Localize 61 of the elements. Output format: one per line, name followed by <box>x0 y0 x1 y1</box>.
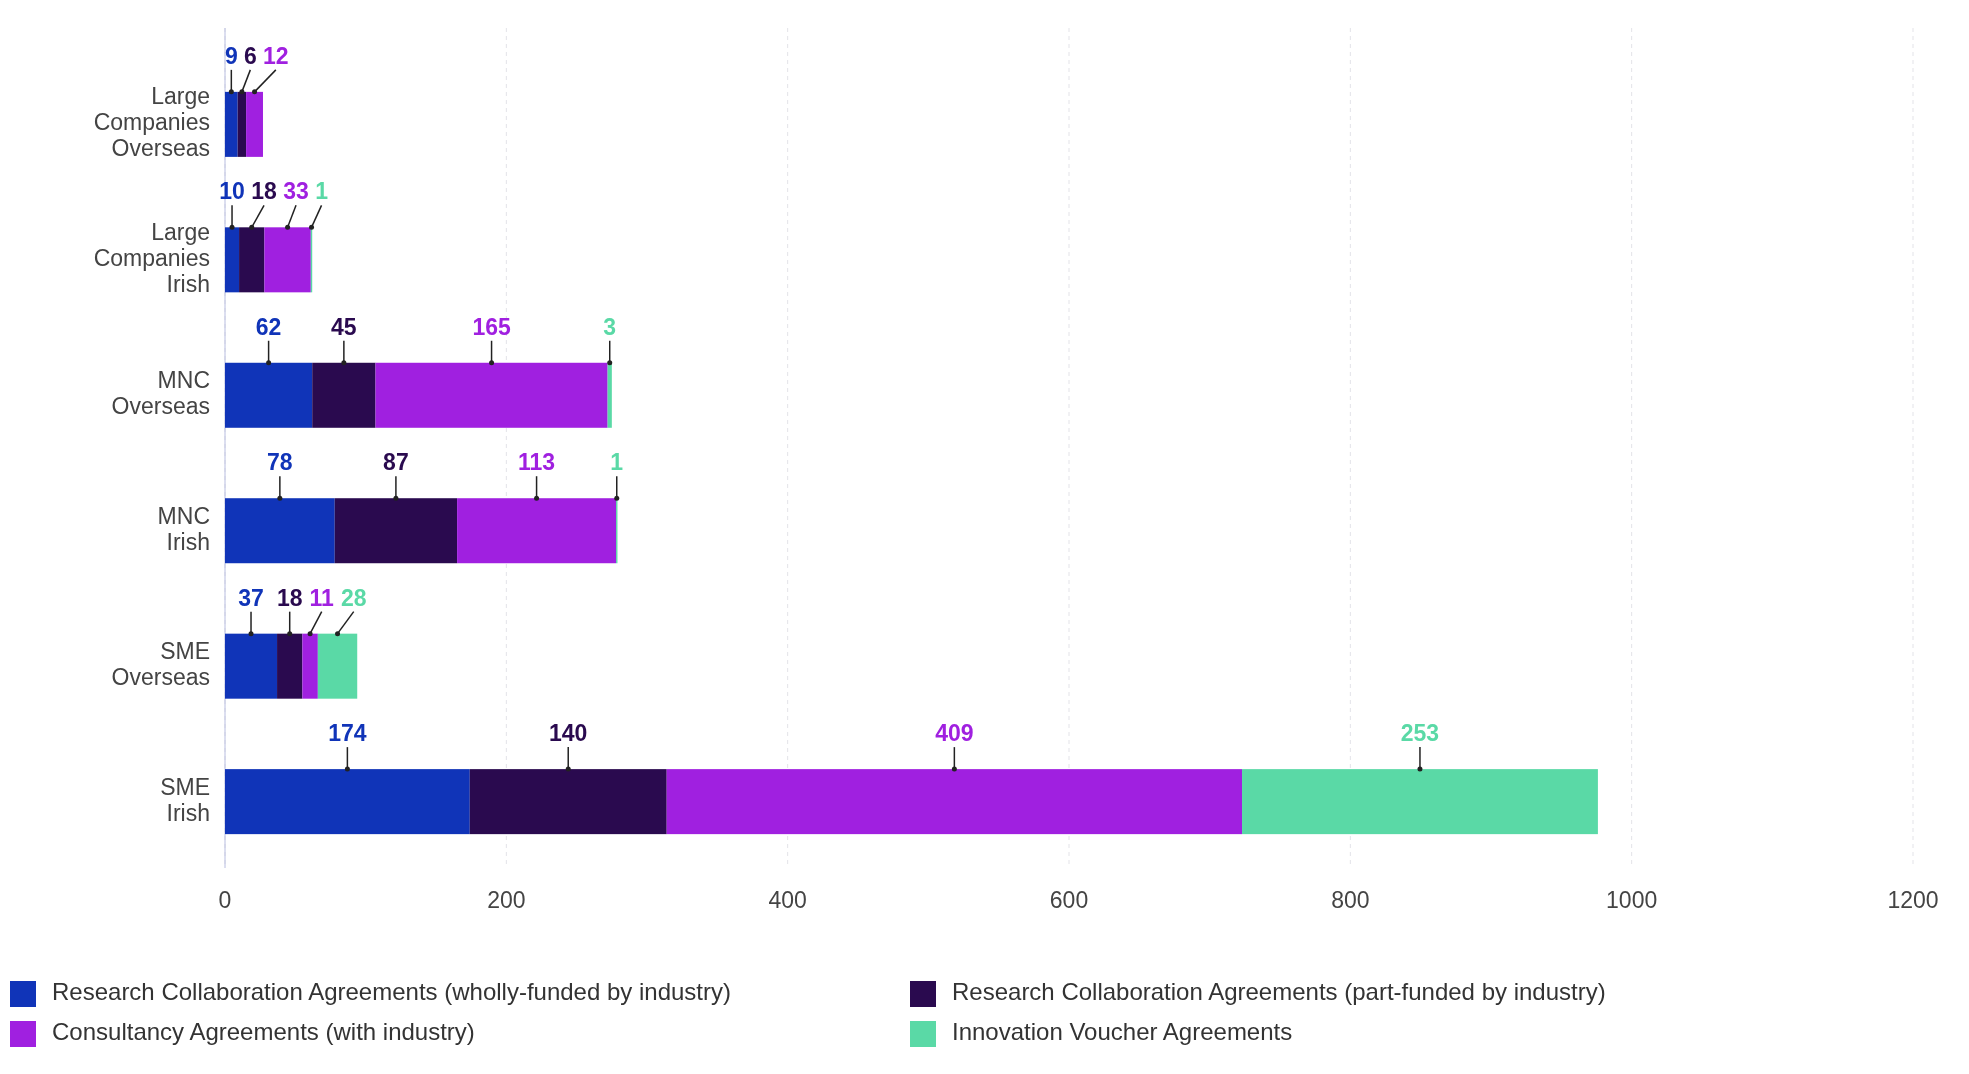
bar <box>264 227 311 293</box>
data-label: 165 <box>472 313 511 340</box>
data-label: 12 <box>263 42 289 69</box>
x-tick-label: 800 <box>1331 887 1370 913</box>
bar <box>607 362 612 428</box>
y-tick-label: SME Overseas <box>111 638 210 691</box>
data-label: 18 <box>276 584 303 611</box>
y-tick-label: MNC Overseas <box>111 367 210 420</box>
data-label: 6 <box>243 42 257 69</box>
data-label: 253 <box>1400 720 1440 747</box>
bar <box>225 362 313 428</box>
x-tick-label: 600 <box>1049 887 1089 913</box>
legend-label: Research Collaboration Agreements (wholly-funded by industry) <box>52 978 732 1006</box>
bar <box>225 91 238 157</box>
x-tick-label: 1000 <box>1606 887 1658 913</box>
data-label: 11 <box>309 584 335 611</box>
bar <box>246 91 263 157</box>
bar <box>317 633 358 699</box>
bar <box>302 633 318 699</box>
legend-label: Consultancy Agreements (with industry) <box>52 1018 475 1046</box>
x-tick-label: 200 <box>487 887 526 913</box>
y-tick-label: MNC Irish <box>157 502 210 555</box>
bar <box>225 227 240 293</box>
data-label: 113 <box>518 449 556 476</box>
data-label: 1 <box>610 449 624 476</box>
bar <box>277 633 303 699</box>
data-label: 409 <box>935 720 974 747</box>
bar <box>469 769 667 835</box>
y-tick-label: SME Irish <box>160 773 210 826</box>
x-tick-label: 0 <box>218 887 232 913</box>
data-label: 45 <box>331 313 357 340</box>
y-tick-label: Large Companies Overseas <box>93 83 210 162</box>
y-tick-label: Large Companies Irish <box>93 218 210 297</box>
data-label: 140 <box>549 720 588 747</box>
bar <box>237 91 247 157</box>
bar <box>666 769 1243 835</box>
data-label: 174 <box>328 720 367 747</box>
data-label: 9 <box>224 42 238 69</box>
data-label: 87 <box>383 449 409 476</box>
bar <box>225 498 335 564</box>
bar <box>375 362 608 428</box>
data-label: 33 <box>283 178 309 205</box>
bar <box>1242 769 1598 835</box>
bar <box>457 498 617 564</box>
data-label: 10 <box>219 178 245 205</box>
data-label: 78 <box>267 449 293 476</box>
bar <box>239 227 265 293</box>
legend-label: Research Collaboration Agreements (part-funded by industry) <box>952 978 1606 1006</box>
bar <box>334 498 458 564</box>
bar <box>225 633 278 699</box>
x-tick-label: 1200 <box>1887 887 1939 913</box>
data-label: 18 <box>251 178 278 205</box>
data-label: 1 <box>315 178 329 205</box>
data-label: 28 <box>340 584 367 611</box>
data-label: 37 <box>238 584 264 611</box>
x-tick-label: 400 <box>768 887 807 913</box>
legend-label: Innovation Voucher Agreements <box>952 1018 1293 1046</box>
bar <box>225 769 470 835</box>
data-label: 62 <box>255 313 282 340</box>
bar <box>312 362 376 428</box>
data-label: 3 <box>603 313 617 340</box>
